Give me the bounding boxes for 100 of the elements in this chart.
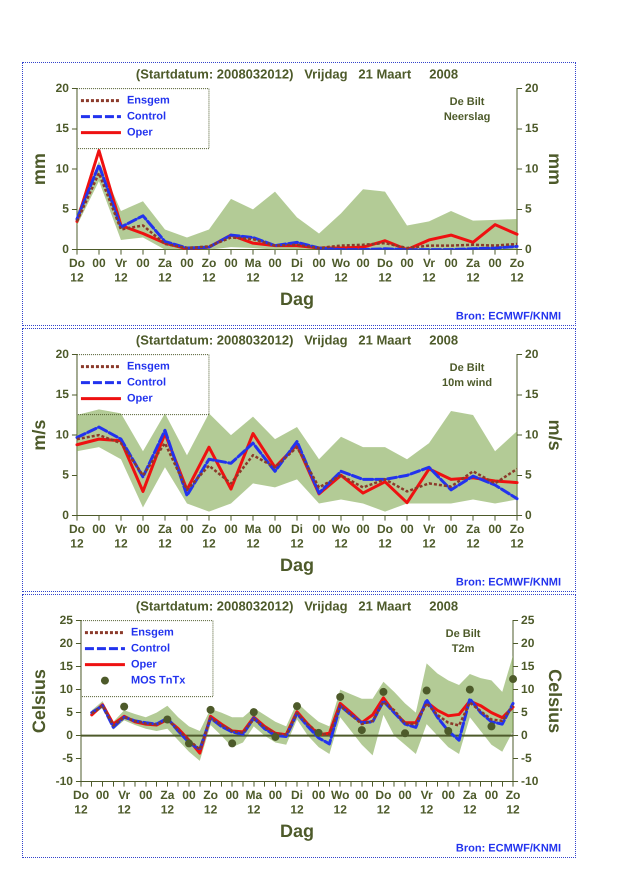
x-tick-label: 00 — [180, 256, 194, 270]
x-tick-label: 00 — [224, 256, 238, 270]
y-tick-label: 10 — [56, 427, 70, 442]
point — [509, 675, 518, 684]
x-tick-label: Zo 12 — [202, 522, 216, 551]
y2-tick-label: -10 — [521, 774, 539, 788]
y-tick-label: 20 — [56, 346, 70, 361]
x-tick-label: 00 — [312, 256, 326, 270]
point — [250, 708, 258, 716]
x-tick-label: Za 12 — [158, 256, 172, 285]
x-tick-label: Zo 12 — [506, 788, 520, 817]
x-tick-label: Zo 12 — [203, 788, 218, 817]
x-tick-label: Za 12 — [462, 788, 478, 817]
y2-tick-label: 20 — [525, 80, 539, 95]
x-tick-label: Za 12 — [466, 522, 480, 551]
y-axis-title: m/s — [28, 420, 49, 451]
x-tick-label: 00 — [400, 256, 414, 270]
x-tick-label: 00 — [224, 522, 238, 536]
y-tick-label: 15 — [56, 387, 70, 402]
x-axis-title: Dag — [280, 289, 314, 310]
x-tick-label: 00 — [398, 788, 412, 802]
x-tick-label: Do 12 — [68, 256, 85, 285]
x-tick-label: Za 12 — [158, 522, 172, 551]
y2-tick-label: 0 — [525, 508, 532, 522]
y-tick-label: 25 — [60, 612, 74, 627]
x-axis-title: Dag — [280, 821, 314, 842]
y2-tick-label: 5 — [525, 202, 532, 216]
point — [163, 716, 172, 724]
point — [401, 729, 410, 738]
y2-tick-label: 20 — [525, 346, 539, 361]
x-tick-label: 00 — [312, 788, 326, 802]
legend-label: MOS TnTx — [130, 674, 186, 687]
y-tick-label: 10 — [56, 161, 70, 176]
y-tick-label: 0 — [62, 242, 70, 256]
x-tick-label: Do 12 — [377, 256, 394, 285]
y-axis-title: Celsius — [28, 669, 49, 734]
x-tick-label: 00 — [268, 788, 282, 802]
y2-axis-title: mm — [545, 153, 566, 186]
y2-tick-label: 5 — [525, 468, 532, 482]
x-tick-label: Wo 12 — [330, 788, 350, 817]
annotation: De Bilt Neerslag — [444, 96, 490, 124]
y-tick-label: 10 — [60, 682, 74, 696]
legend-label: Ensgem — [130, 626, 174, 639]
x-tick-label: 00 — [92, 256, 106, 270]
legend-label: Control — [130, 642, 170, 655]
y2-tick-label: 5 — [521, 704, 528, 719]
line-series — [76, 434, 518, 493]
text: Bron: ECMWF/KNMI — [456, 310, 561, 323]
legend-label: Ensgem — [126, 360, 170, 373]
point — [228, 739, 236, 748]
chart-title: (Startdatum: 2008032012) Vrijdag 21 Maart 2008 — [136, 598, 458, 614]
y-tick-label: 20 — [60, 636, 74, 650]
legend-label: Oper — [126, 126, 154, 139]
annotation: De Bilt 10m wind — [442, 362, 492, 390]
y-tick-label: 5 — [62, 468, 70, 482]
x-tick-label: 00 — [180, 522, 194, 536]
x-tick-label: Zo 12 — [202, 256, 216, 285]
point — [487, 722, 496, 730]
x-tick-label: 00 — [268, 522, 282, 536]
x-tick-label: Vr 12 — [422, 522, 436, 551]
y-tick-label: -5 — [62, 750, 74, 765]
x-tick-label: Za 12 — [466, 256, 480, 285]
x-tick-label: 00 — [139, 788, 153, 802]
legend-label: Oper — [126, 392, 154, 405]
y-tick-label: 5 — [66, 704, 74, 719]
legend-label: Oper — [130, 658, 158, 671]
y2-tick-label: 15 — [525, 387, 539, 402]
x-tick-label: Do 12 — [68, 522, 85, 551]
x-tick-label: Vr 12 — [420, 788, 434, 817]
y2-tick-label: 25 — [521, 612, 535, 627]
x-tick-label: 00 — [444, 522, 458, 536]
x-tick-label: 00 — [484, 788, 498, 802]
x-tick-label: Do 12 — [375, 788, 392, 817]
point — [314, 728, 323, 737]
point — [120, 702, 128, 711]
x-tick-label: Ma 12 — [244, 522, 262, 551]
point — [444, 727, 452, 735]
point — [422, 686, 431, 695]
x-tick-label: Wo 12 — [332, 256, 350, 285]
legend-label: Control — [126, 376, 166, 389]
y2-axis-title: m/s — [545, 420, 566, 451]
x-tick-label: Vr 12 — [117, 788, 132, 817]
y-tick-label: 20 — [56, 80, 70, 95]
point — [379, 688, 388, 696]
legend-label: Ensgem — [126, 94, 170, 107]
x-axis-title: Dag — [280, 555, 314, 576]
x-tick-label: Ma 12 — [245, 788, 262, 817]
y2-tick-label: 15 — [525, 121, 539, 136]
x-tick-label: 00 — [226, 788, 240, 802]
x-tick-label: 00 — [356, 256, 370, 270]
x-tick-label: Ma 12 — [244, 256, 262, 285]
chart-title: (Startdatum: 2008032012) Vrijdag 21 Maart 2008 — [136, 66, 458, 82]
x-tick-label: 00 — [312, 522, 326, 536]
x-tick-label: 00 — [356, 522, 370, 536]
y-tick-label: 0 — [66, 728, 74, 742]
x-tick-label: Do 12 — [72, 788, 89, 817]
x-tick-label: Vr 12 — [114, 522, 128, 551]
x-tick-label: 00 — [136, 522, 150, 536]
x-tick-label: Vr 12 — [422, 256, 436, 285]
annotation: De Bilt T2m — [446, 628, 481, 656]
